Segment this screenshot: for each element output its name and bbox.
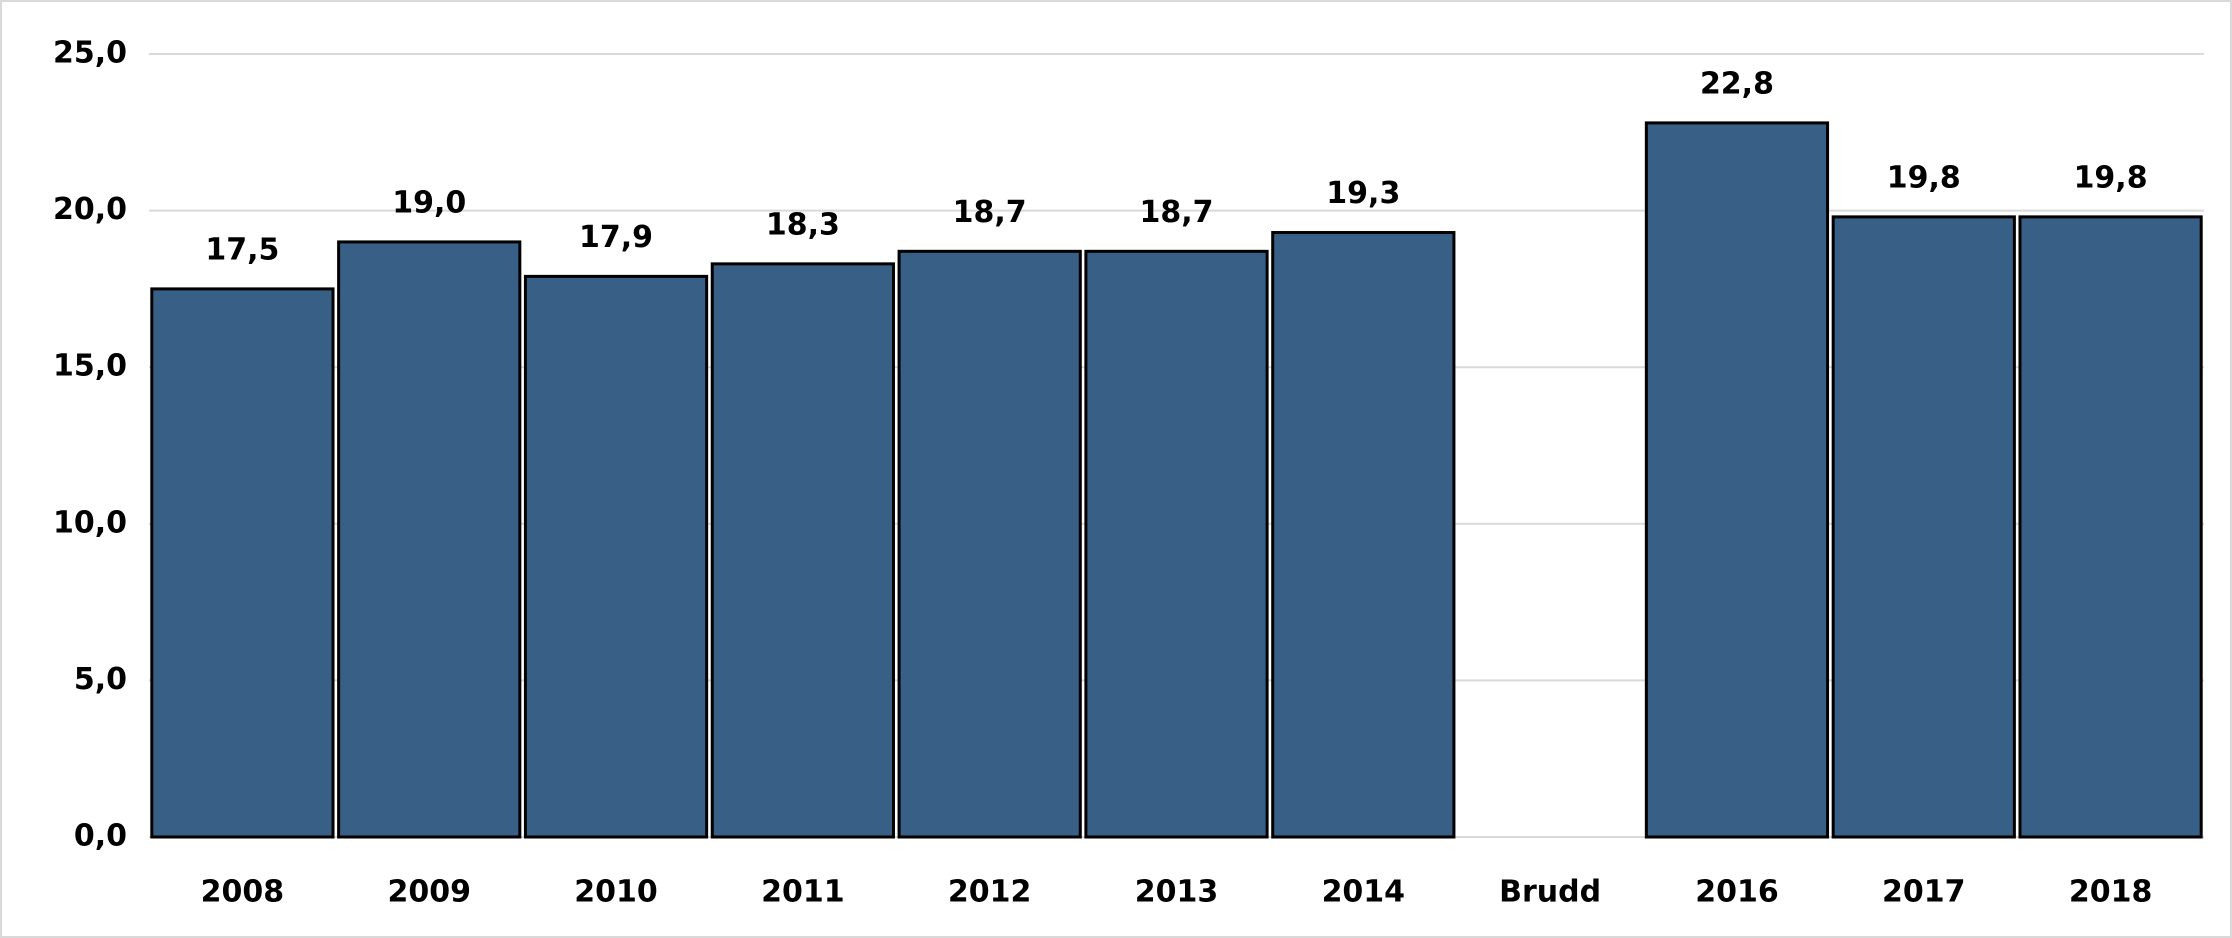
y-tick-label: 15,0 bbox=[53, 349, 127, 384]
x-tick-label: 2010 bbox=[574, 875, 658, 910]
y-tick-label: 0,0 bbox=[74, 819, 127, 854]
bar bbox=[710, 262, 895, 839]
value-label: 18,7 bbox=[953, 195, 1027, 230]
x-tick-label: 2011 bbox=[761, 875, 845, 910]
value-label: 19,8 bbox=[1887, 160, 1961, 195]
bar bbox=[1831, 215, 2016, 839]
x-tick-label: 2016 bbox=[1695, 875, 1779, 910]
bar bbox=[523, 274, 709, 839]
bar bbox=[337, 240, 522, 839]
value-label: 19,3 bbox=[1326, 176, 1400, 211]
x-tick-label: 2009 bbox=[387, 875, 471, 910]
bar bbox=[1644, 121, 1830, 839]
y-tick-label: 5,0 bbox=[74, 662, 127, 697]
x-tick-label: 2013 bbox=[1135, 875, 1219, 910]
x-tick-label: Brudd bbox=[1499, 875, 1601, 910]
y-tick-label: 20,0 bbox=[53, 192, 127, 227]
value-label: 19,8 bbox=[2074, 160, 2148, 195]
value-label: 22,8 bbox=[1700, 66, 1774, 101]
value-label: 18,3 bbox=[766, 207, 840, 242]
x-tick-label: 2014 bbox=[1322, 875, 1406, 910]
y-tick-label: 25,0 bbox=[53, 36, 127, 71]
value-label: 19,0 bbox=[392, 185, 466, 220]
x-tick-label: 2017 bbox=[1882, 875, 1966, 910]
x-tick-label: 2018 bbox=[2069, 875, 2153, 910]
value-label: 17,5 bbox=[205, 232, 279, 267]
bar bbox=[1271, 231, 1456, 839]
value-label: 18,7 bbox=[1139, 195, 1213, 230]
bar bbox=[1084, 249, 1269, 839]
x-tick-label: 2012 bbox=[948, 875, 1032, 910]
value-label: 17,9 bbox=[579, 220, 653, 255]
bar bbox=[150, 287, 335, 839]
y-tick-label: 10,0 bbox=[53, 505, 127, 540]
bar bbox=[2018, 215, 2203, 839]
x-tick-label: 2008 bbox=[201, 875, 285, 910]
bar bbox=[897, 249, 1082, 839]
